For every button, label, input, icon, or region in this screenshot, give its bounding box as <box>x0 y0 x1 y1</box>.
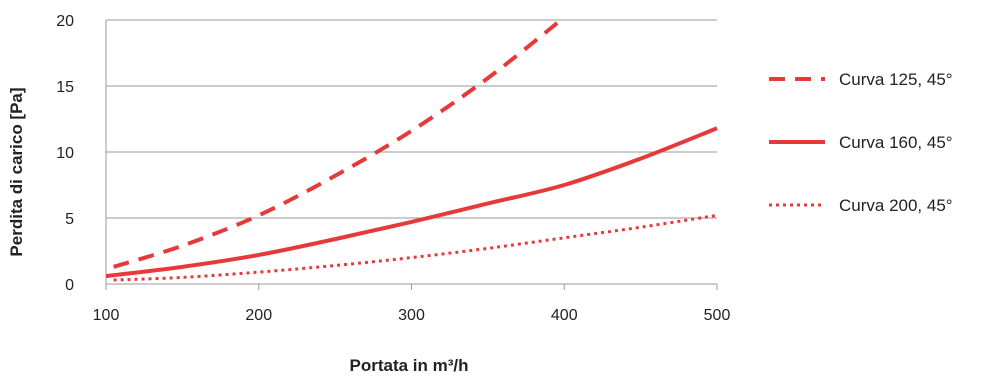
grid-lines <box>106 20 717 218</box>
legend-label-3: Curva 200, 45° <box>839 196 953 215</box>
axes <box>106 20 717 290</box>
series-line-2 <box>106 128 717 276</box>
y-tick-label: 20 <box>56 13 74 30</box>
legend-label-2: Curva 160, 45° <box>839 133 953 152</box>
x-tick-label: 500 <box>704 307 731 324</box>
y-axis-title: Perdita di carico [Pa] <box>7 87 26 256</box>
legend: Curva 125, 45° Curva 160, 45° Curva 200, 4… <box>769 70 953 215</box>
series-lines <box>106 17 717 280</box>
legend-label-1: Curva 125, 45° <box>839 70 953 89</box>
y-tick-label: 10 <box>56 145 74 162</box>
y-tick-label: 0 <box>65 277 74 294</box>
series-line-3 <box>114 215 717 280</box>
x-axis-title: Portata in m³/h <box>349 356 468 375</box>
x-tick-label: 400 <box>551 307 578 324</box>
series-line-1 <box>114 17 565 266</box>
x-tick-label: 100 <box>93 307 120 324</box>
x-tick-label: 200 <box>245 307 272 324</box>
y-tick-label: 15 <box>56 79 74 96</box>
y-tick-label: 5 <box>65 211 74 228</box>
x-tick-label: 300 <box>398 307 425 324</box>
